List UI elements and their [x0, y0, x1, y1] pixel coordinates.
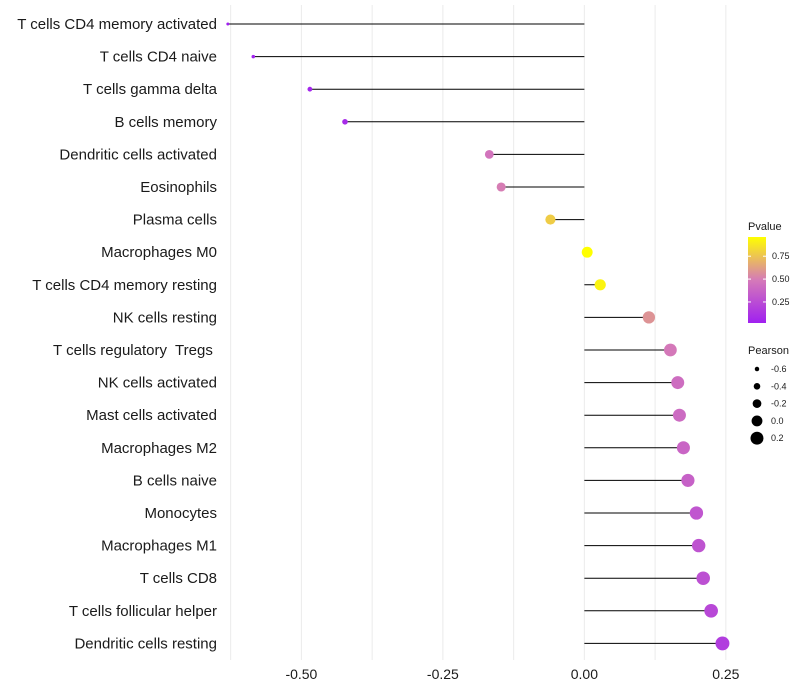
category-label: B cells naive — [133, 472, 217, 489]
category-label: T cells gamma delta — [83, 81, 218, 98]
colorbar-tick-label: 0.25 — [772, 297, 790, 307]
category-label: B cells memory — [114, 114, 217, 131]
category-label: T cells CD8 — [140, 570, 217, 587]
size-legend-label: -0.6 — [771, 364, 787, 374]
category-labels: T cells CD4 memory activated T cells CD4 … — [17, 16, 217, 652]
lollipop-point — [307, 86, 313, 92]
category-label: T cells follicular helper — [69, 603, 217, 620]
x-tick-label: -0.25 — [427, 666, 459, 682]
lollipop-point — [251, 54, 256, 59]
lollipop-points — [226, 22, 730, 651]
category-label: Dendritic cells activated — [59, 146, 217, 163]
category-label: Plasma cells — [133, 212, 217, 229]
lollipop-point — [496, 182, 506, 192]
lollipop-point — [691, 538, 706, 553]
x-tick-label: -0.50 — [285, 666, 317, 682]
lollipop-point — [581, 246, 593, 258]
lollipop-point — [715, 636, 730, 651]
category-label: Macrophages M2 — [101, 440, 217, 457]
lollipop-point — [594, 279, 606, 291]
colorbar-tick-label: 0.75 — [772, 251, 790, 261]
x-tick-label: 0.25 — [712, 666, 739, 682]
lollipop-point — [704, 603, 718, 618]
x-tick-label: 0.00 — [571, 666, 598, 682]
lollipop-point — [681, 473, 695, 487]
lollipop-point — [226, 22, 230, 26]
category-label: Macrophages M0 — [101, 244, 217, 261]
pearson-legend: Pearson -0.6 -0.4 -0.2 0.0 0.2 — [748, 345, 789, 445]
lollipop-point — [545, 214, 556, 225]
category-label: T cells CD4 memory resting — [32, 277, 217, 294]
category-label: NK cells activated — [98, 375, 217, 392]
size-legend-key — [750, 431, 764, 445]
lollipop-point — [671, 376, 685, 390]
category-label: Mast cells activated — [86, 407, 217, 424]
x-axis-ticks: -0.50 -0.25 0.00 0.25 — [285, 666, 739, 682]
grid-lines — [230, 5, 727, 660]
lollipop-point — [689, 506, 704, 520]
lollipop-point — [696, 571, 710, 585]
pvalue-legend-title: Pvalue — [748, 221, 782, 233]
lollipop-point — [342, 119, 348, 125]
lollipop-point — [676, 441, 690, 455]
pvalue-legend: Pvalue 0.75 0.50 0.25 — [748, 221, 790, 323]
size-legend-key — [753, 383, 761, 390]
colorbar-tick-label: 0.50 — [772, 274, 790, 284]
category-label: Dendritic cells resting — [74, 635, 217, 652]
pearson-legend-title: Pearson — [748, 345, 789, 357]
category-label: Eosinophils — [140, 179, 217, 196]
category-label: T cells CD4 naive — [100, 49, 217, 66]
pvalue-colorbar — [748, 237, 766, 323]
lollipop-point — [672, 408, 686, 422]
size-legend-key — [752, 399, 762, 408]
size-legend-key — [751, 415, 763, 427]
lollipop-point — [664, 343, 677, 357]
category-label: T cells CD4 memory activated — [17, 16, 217, 33]
category-label: Monocytes — [144, 505, 217, 522]
category-label: T cells regulatory Tregs — [53, 342, 217, 359]
size-legend-label: -0.4 — [771, 381, 787, 391]
lollipop-stems — [227, 23, 723, 644]
category-label: NK cells resting — [113, 309, 217, 326]
size-legend-label: 0.2 — [771, 433, 784, 443]
lollipop-point — [484, 150, 494, 159]
lollipop-point — [642, 311, 656, 324]
category-label: Macrophages M1 — [101, 538, 217, 555]
size-legend-label: 0.0 — [771, 416, 784, 426]
size-legend-label: -0.2 — [771, 399, 787, 409]
size-legend-key — [754, 366, 760, 372]
